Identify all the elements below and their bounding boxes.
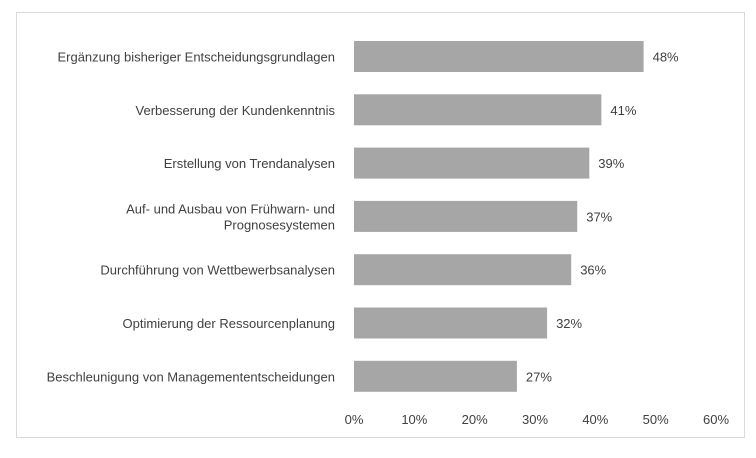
category-label-2: Erstellung von Trendanalysen: [164, 156, 335, 171]
bar-0: [354, 41, 644, 72]
tick-labels-layer: 0% 10% 20% 30% 40% 50% 60%: [345, 412, 730, 427]
category-label-0: Ergänzung bisheriger Entscheidungsgrundl…: [57, 50, 335, 65]
bar-6: [354, 360, 517, 392]
x-tick-label-3: 30%: [522, 412, 548, 427]
value-labels-layer: 48% 41% 39% 37% 36% 32% 27%: [526, 50, 679, 385]
x-tick-label-4: 40%: [582, 412, 608, 427]
x-tick-label-0: 0%: [345, 412, 364, 427]
value-label-5: 32%: [556, 316, 582, 331]
value-label-4: 36%: [580, 263, 606, 278]
bar-3: [354, 200, 578, 232]
bar-4: [354, 254, 572, 286]
category-label-5: Optimierung der Ressourcenplanung: [123, 316, 335, 331]
value-label-0: 48%: [653, 50, 679, 65]
category-label-1: Verbesserung der Kundenkenntnis: [136, 103, 336, 118]
value-label-1: 41%: [610, 103, 636, 118]
category-label-4: Durchführung von Wettbewerbsanalysen: [100, 263, 335, 278]
bar-2: [354, 147, 590, 179]
value-label-6: 27%: [526, 369, 552, 384]
bar-1: [354, 94, 602, 126]
category-label-6: Beschleunigung von Managemententscheidun…: [47, 369, 335, 384]
x-tick-label-2: 20%: [462, 412, 488, 427]
x-tick-label-5: 50%: [643, 412, 669, 427]
x-tick-label-1: 10%: [401, 412, 427, 427]
bar-5: [354, 307, 548, 339]
category-labels-layer: Ergänzung bisheriger Entscheidungsgrundl…: [47, 50, 336, 385]
bars-layer: [354, 41, 644, 392]
value-label-3: 37%: [586, 209, 612, 224]
value-label-2: 39%: [598, 156, 624, 171]
x-tick-label-6: 60%: [703, 412, 729, 427]
category-label-3-line-1: Prognosesystemen: [224, 217, 335, 232]
category-label-3-line-0: Auf- und Ausbau von Frühwarn- und: [126, 201, 335, 216]
